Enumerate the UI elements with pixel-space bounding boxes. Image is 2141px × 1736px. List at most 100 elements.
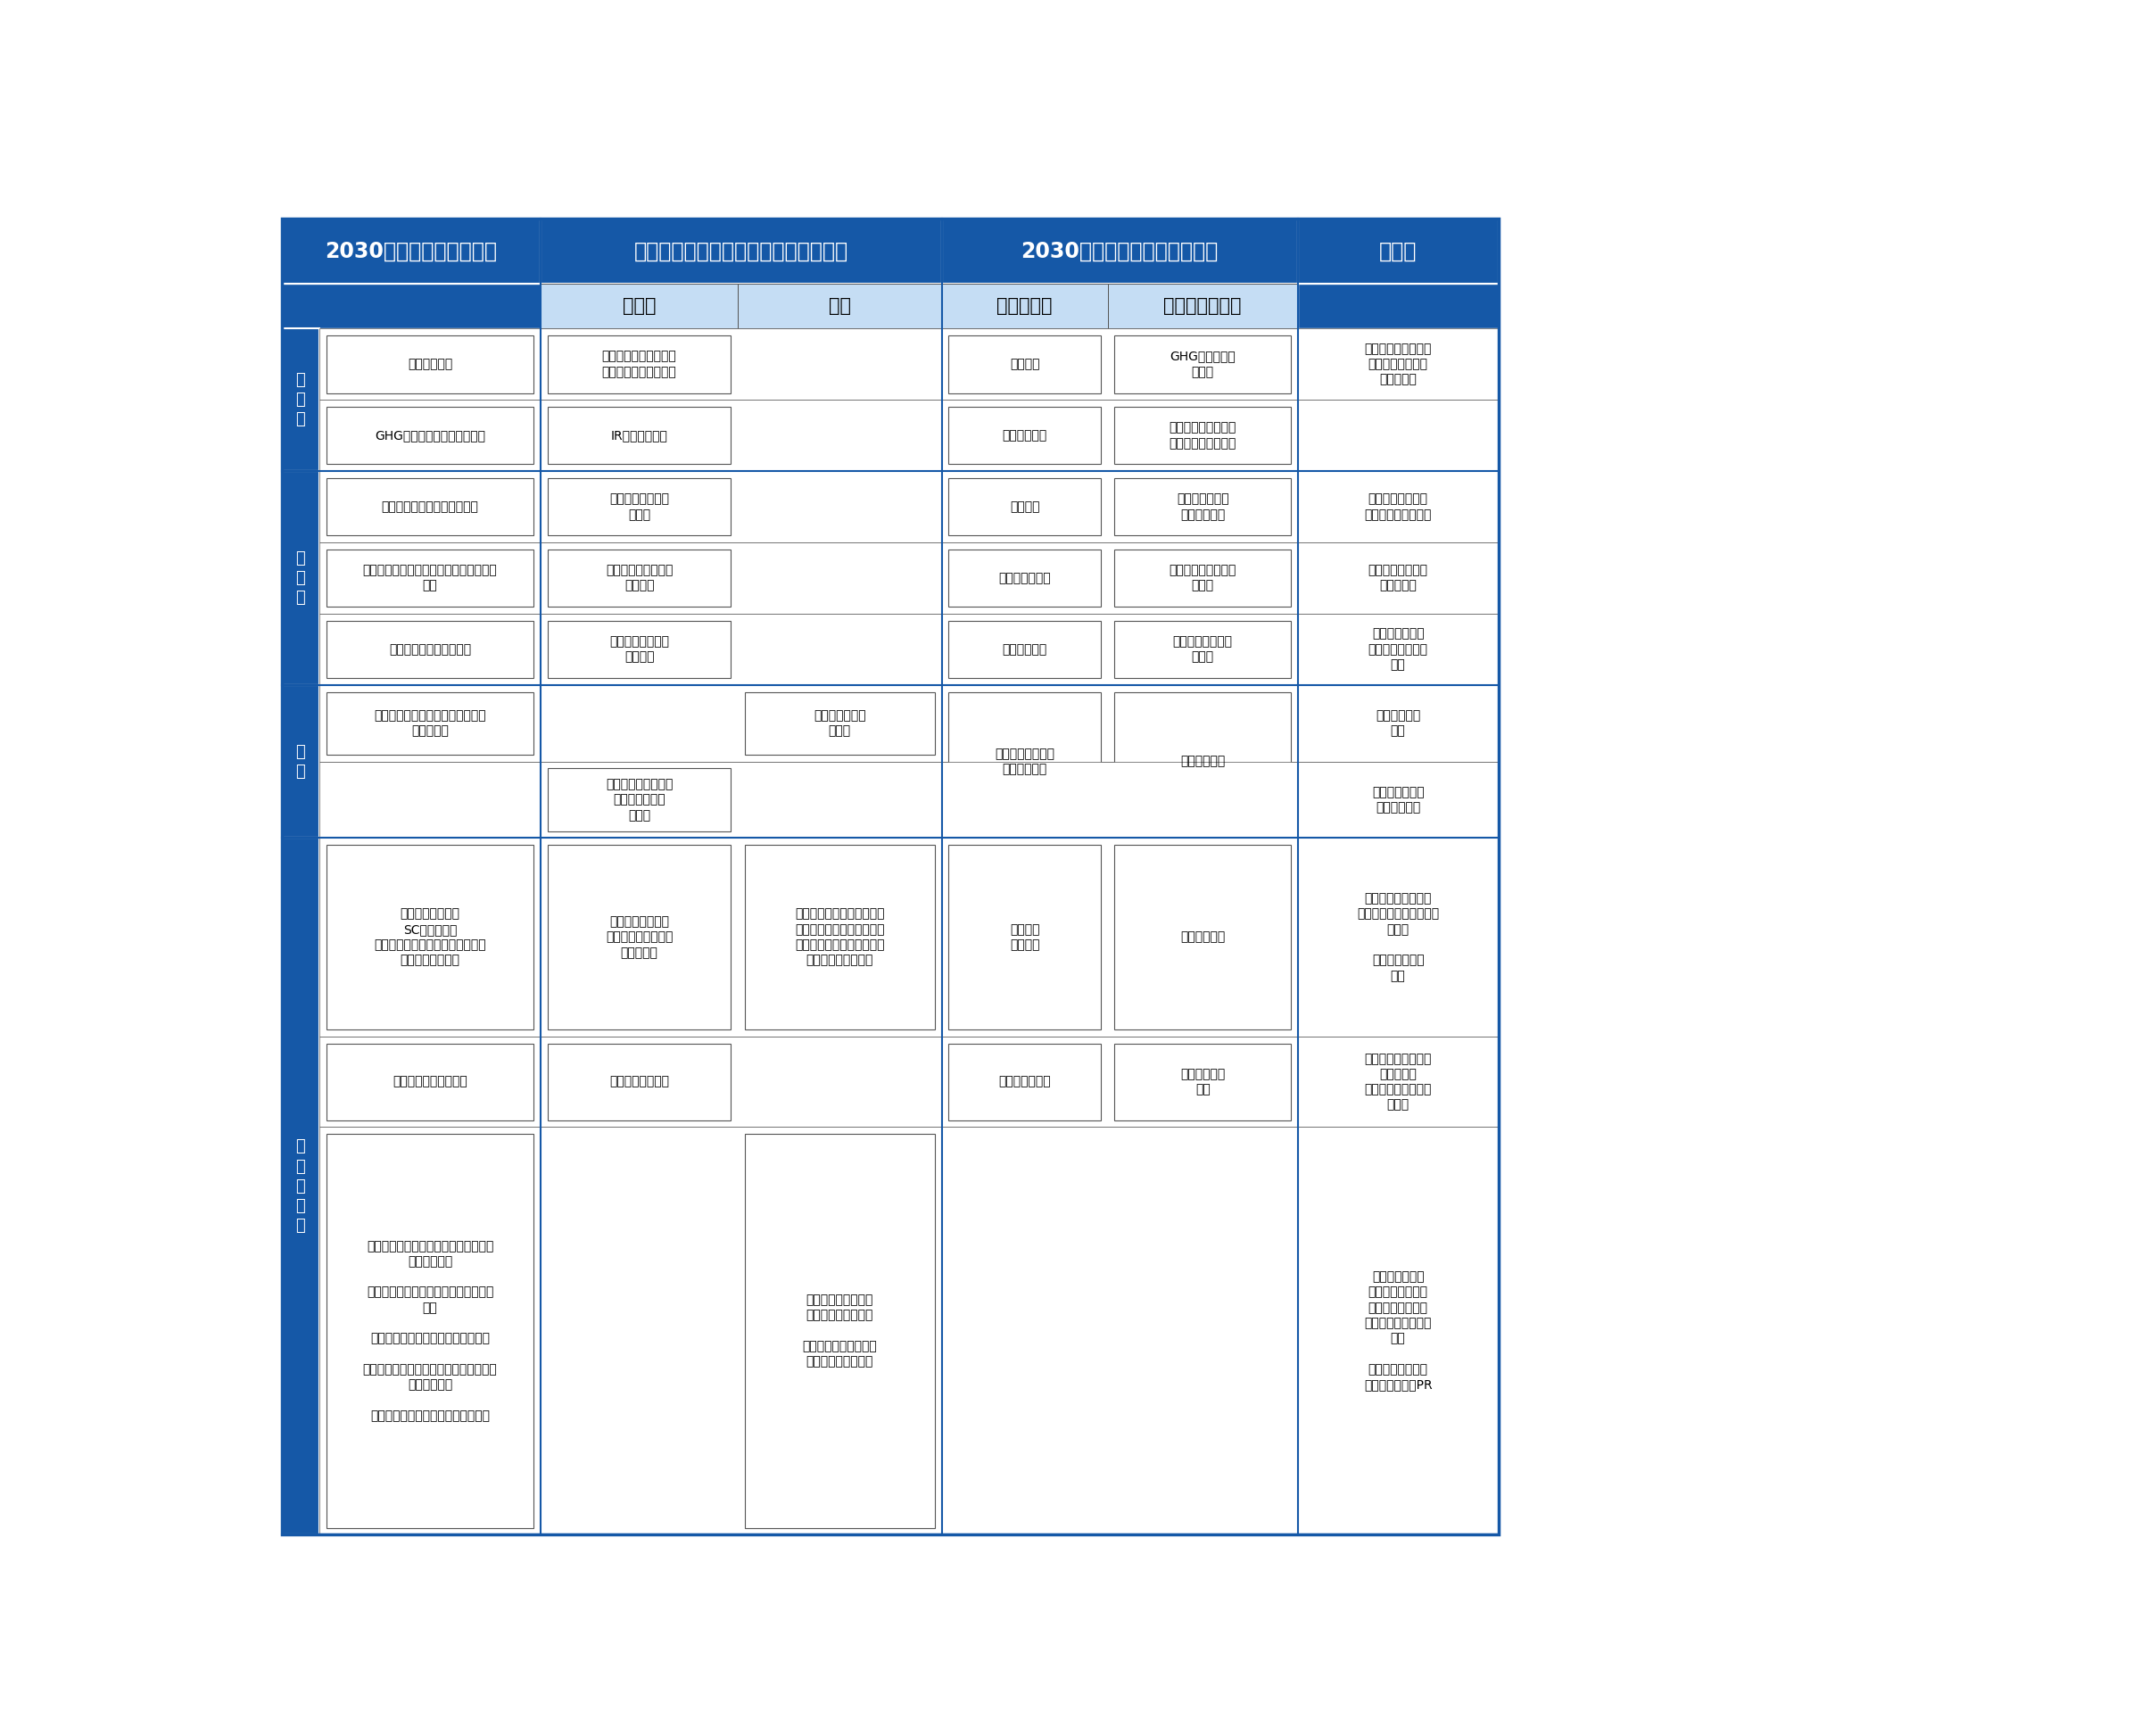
Text: 倉庫の建築資材価
格の増加: 倉庫の建築資材価 格の増加: [610, 635, 670, 663]
Bar: [548, 335, 730, 392]
Bar: [942, 285, 1107, 328]
Bar: [548, 549, 730, 608]
Text: 陸運業界への評判
悪化による顧客数・
単価の減少: 陸運業界への評判 悪化による顧客数・ 単価の減少: [606, 915, 672, 958]
Bar: [319, 399, 1499, 470]
Bar: [325, 477, 533, 535]
Bar: [948, 845, 1100, 1029]
Bar: [942, 219, 1297, 285]
Bar: [319, 762, 1499, 838]
Bar: [325, 335, 533, 392]
Bar: [280, 470, 319, 686]
Bar: [1115, 1043, 1291, 1120]
Text: 低炭素技術の導が進む: 低炭素技術の導が進む: [392, 1076, 467, 1088]
Text: 社
会
・
評
判: 社 会 ・ 評 判: [295, 1139, 306, 1234]
Bar: [548, 845, 730, 1029]
Bar: [280, 219, 1499, 1535]
Text: 機会: 機会: [829, 297, 850, 316]
Text: 環境意識の高まり
SC規制の強化
効率化・省エネ化による評価向上
輸送手段の多様化: 環境意識の高まり SC規制の強化 効率化・省エネ化による評価向上 輸送手段の多様…: [375, 908, 486, 967]
Text: 商業系貨物の
獲得: 商業系貨物の 獲得: [1377, 710, 1419, 738]
Text: 省エネ・創エネ・再
エネ利用による排
出量の削減: 省エネ・創エネ・再 エネ利用による排 出量の削減: [1364, 342, 1432, 385]
Text: 報告義務範囲: 報告義務範囲: [1002, 429, 1047, 441]
Text: 倉庫の運転コスト
の増加: 倉庫の運転コスト の増加: [610, 493, 670, 521]
Bar: [1107, 285, 1297, 328]
Text: 省エネへの投資が必
要となる: 省エネへの投資が必 要となる: [606, 564, 672, 592]
Bar: [319, 1127, 1499, 1535]
Text: 新規投資によるコス
ト増加: 新規投資によるコス ト増加: [1169, 564, 1235, 592]
Text: 設備投資コスト: 設備投資コスト: [998, 1076, 1051, 1088]
Text: 化石燃料から自然由来エネルギーへ移行
する: 化石燃料から自然由来エネルギーへ移行 する: [362, 564, 497, 592]
Text: 事業へのインパクト（リスクと機会）: 事業へのインパクト（リスクと機会）: [634, 241, 848, 262]
Bar: [319, 328, 1499, 399]
Text: 原材料コストが上昇する: 原材料コストが上昇する: [390, 642, 471, 656]
Bar: [319, 838, 1499, 1036]
Text: 2030年の外部環境の変化: 2030年の外部環境の変化: [325, 241, 497, 262]
Text: リスク: リスク: [623, 297, 655, 316]
Bar: [1115, 406, 1291, 464]
Bar: [319, 686, 1499, 762]
Text: 設備投資コスト: 設備投資コスト: [998, 571, 1051, 585]
Bar: [948, 406, 1100, 464]
Bar: [548, 406, 730, 464]
Bar: [1115, 620, 1291, 679]
Text: GHG排出量の報告義務の強化: GHG排出量の報告義務の強化: [375, 429, 486, 441]
Text: 自然エネルギー使用
倉庫の需要が高まる

自然エネルギーの活用
で市場評価が高まる: 自然エネルギー使用 倉庫の需要が高まる 自然エネルギーの活用 で市場評価が高まる: [803, 1293, 878, 1368]
Text: エネルギーコストが上昇する: エネルギーコストが上昇する: [381, 500, 480, 514]
Bar: [1297, 219, 1499, 285]
Bar: [325, 845, 533, 1029]
Text: GHG排出コスト
の増加: GHG排出コスト の増加: [1169, 351, 1235, 378]
Bar: [542, 285, 739, 328]
Text: 当社の倉庫や物
流サービスを利用
した際のカーボン
フットプリントの明
確化

低炭素物流、ゼロ
カーボン物流のPR: 当社の倉庫や物 流サービスを利用 した際のカーボン フットプリントの明 確化 低…: [1364, 1271, 1432, 1391]
Text: 調
達
元: 調 達 元: [295, 550, 306, 606]
Text: 売上高の増減: 売上高の増減: [1180, 755, 1225, 767]
Text: 運転コスト（電
力料）の増加: 運転コスト（電 力料）の増加: [1178, 493, 1229, 521]
Bar: [948, 549, 1100, 608]
Bar: [548, 620, 730, 679]
Text: 陸運業界における
る貨物取扱量: 陸運業界における る貨物取扱量: [996, 748, 1056, 776]
Text: 財務インパクト: 財務インパクト: [1165, 297, 1242, 316]
Text: 共同配送の拡充とリ
ニューアブルディーゼル
の活用

企業イメージの
向上: 共同配送の拡充とリ ニューアブルディーゼル の活用 企業イメージの 向上: [1357, 892, 1439, 983]
Bar: [325, 549, 533, 608]
Text: 需要が大きい貨
物へのシフト: 需要が大きい貨 物へのシフト: [1372, 786, 1424, 814]
Text: 顧客数・
顧客単価: 顧客数・ 顧客単価: [1011, 924, 1041, 951]
Text: 2030年時点の財務インパクト: 2030年時点の財務インパクト: [1021, 241, 1218, 262]
Text: 売上高の増減: 売上高の増減: [1180, 930, 1225, 943]
Text: 共同配送などの既存サービ
スの拡充やリニューアブル
ディーゼルの活用による顧
客獲得・単価の向上: 共同配送などの既存サービ スの拡充やリニューアブル ディーゼルの活用による顧 客…: [794, 908, 884, 967]
Bar: [745, 845, 936, 1029]
Bar: [948, 693, 1100, 832]
Text: 倉庫の建設コスト
の増加: 倉庫の建設コスト の増加: [1173, 635, 1233, 663]
Text: 工業系貨物の物
量増加: 工業系貨物の物 量増加: [814, 710, 865, 738]
Text: 炭素税の導入: 炭素税の導入: [407, 358, 452, 370]
Text: 環境管理部門の新設
による販管費の増加: 環境管理部門の新設 による販管費の増加: [1169, 422, 1235, 450]
Bar: [280, 328, 319, 470]
Bar: [280, 838, 319, 1535]
Bar: [1115, 335, 1291, 392]
Text: 高効率な設備への
適切な切替: 高効率な設備への 適切な切替: [1368, 564, 1428, 592]
Bar: [948, 335, 1100, 392]
Bar: [745, 693, 936, 755]
Bar: [319, 470, 1499, 542]
Bar: [319, 542, 1499, 613]
Text: 炭素価格: 炭素価格: [1011, 358, 1041, 370]
Bar: [548, 1043, 730, 1120]
Bar: [948, 1043, 1100, 1120]
Bar: [280, 686, 319, 838]
Bar: [1115, 845, 1291, 1029]
Text: 車両賃借料の
増加: 車両賃借料の 増加: [1180, 1068, 1225, 1095]
Bar: [1297, 285, 1499, 328]
Text: 政
府
等: 政 府 等: [295, 372, 306, 427]
Bar: [1115, 477, 1291, 535]
Bar: [548, 477, 730, 535]
Bar: [325, 1043, 533, 1120]
Bar: [745, 1134, 936, 1528]
Bar: [948, 620, 1100, 679]
Bar: [325, 1134, 533, 1528]
Text: 電動化・省エネ化に関連する設備
投資が増加: 電動化・省エネ化に関連する設備 投資が増加: [375, 710, 486, 738]
Text: トラックを用いた陸
上輸送の取扱量
の減少: トラックを用いた陸 上輸送の取扱量 の減少: [606, 778, 672, 821]
Text: リース会社の新規開
拓・相見積
グループ会社での共
同購買: リース会社の新規開 拓・相見積 グループ会社での共 同購買: [1364, 1052, 1432, 1111]
Text: 顧
客: 顧 客: [295, 743, 306, 779]
Text: 建物の長寿命化
省コストな工法の
検討: 建物の長寿命化 省コストな工法の 検討: [1368, 628, 1428, 672]
Bar: [325, 620, 533, 679]
Text: パラメータ: パラメータ: [998, 297, 1053, 316]
Text: 対応策: 対応策: [1379, 241, 1417, 262]
Bar: [542, 219, 942, 285]
